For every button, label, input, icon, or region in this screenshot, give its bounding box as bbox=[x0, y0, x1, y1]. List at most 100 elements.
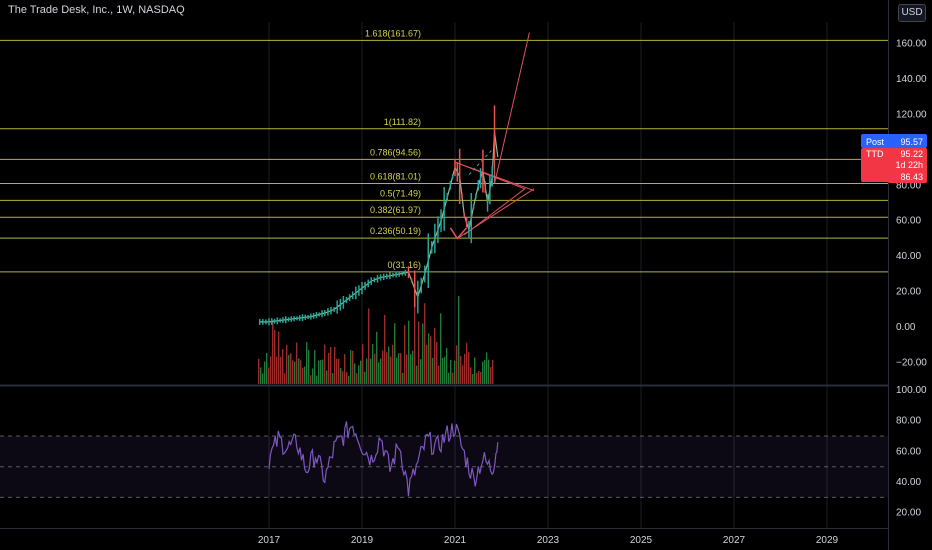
ttd-badge-label: TTD bbox=[866, 149, 884, 159]
volume-bar bbox=[348, 375, 350, 384]
volume-bar bbox=[326, 370, 328, 384]
post-badge: Post 95.57 bbox=[861, 134, 927, 148]
rsi-tick-label: 100.00 bbox=[896, 385, 927, 396]
volume-bar bbox=[304, 366, 306, 384]
volume-bar bbox=[372, 343, 374, 384]
post-badge-bg bbox=[861, 134, 927, 148]
volume-bar bbox=[362, 344, 364, 384]
volume-bar bbox=[384, 314, 386, 384]
price-tick-label: 140.00 bbox=[896, 74, 927, 85]
volume-bar bbox=[274, 329, 276, 384]
volume-bar bbox=[458, 296, 460, 384]
volume-bar bbox=[260, 367, 262, 384]
volume-bar bbox=[302, 367, 304, 384]
volume-bar bbox=[332, 373, 334, 384]
volume-bar bbox=[318, 360, 320, 384]
volume-bar bbox=[308, 349, 310, 384]
volume-bar bbox=[386, 352, 388, 384]
triangle-pattern-drawing bbox=[449, 32, 535, 240]
rsi-tick-label: 20.00 bbox=[896, 508, 921, 519]
volume-bar bbox=[480, 372, 482, 384]
volume-bar bbox=[448, 372, 450, 384]
volume-bar bbox=[456, 345, 458, 384]
price-tick-label: 120.00 bbox=[896, 109, 927, 120]
fib-level-label: 0.618(81.01) bbox=[370, 171, 421, 181]
volume-bar bbox=[452, 372, 454, 384]
currency-button[interactable]: USD bbox=[898, 4, 926, 22]
volume-bar bbox=[324, 344, 326, 384]
volume-bar bbox=[300, 360, 302, 384]
price-series bbox=[258, 105, 499, 326]
rsi-pane bbox=[0, 421, 888, 498]
volume-bar bbox=[382, 350, 384, 384]
volume-bar bbox=[462, 365, 464, 384]
volume-bar bbox=[484, 359, 486, 384]
volume-bar bbox=[488, 359, 490, 384]
volume-bar bbox=[330, 346, 332, 384]
volume-bar bbox=[354, 363, 356, 384]
lower-trendline bbox=[457, 188, 535, 239]
ttd-badge-value: 95.22 bbox=[900, 149, 923, 159]
rsi-axis[interactable]: 100.00 80.00 60.00 40.00 20.00 bbox=[896, 385, 927, 519]
volume-bar bbox=[278, 331, 280, 384]
volume-bar bbox=[478, 370, 480, 384]
volume-bar bbox=[440, 313, 442, 384]
vertical-grid bbox=[0, 0, 889, 550]
volume-bar bbox=[470, 367, 472, 384]
fib-level-label: 0(31.16) bbox=[387, 260, 421, 270]
down-arrow bbox=[449, 227, 468, 240]
volume-bar bbox=[336, 358, 338, 384]
price-tick-label: 60.00 bbox=[896, 216, 921, 227]
volume-bar bbox=[490, 367, 492, 384]
volume-bar bbox=[408, 320, 410, 384]
volume-bar bbox=[412, 350, 414, 384]
volume-bar bbox=[482, 361, 484, 384]
volume-bar bbox=[390, 356, 392, 384]
price-tick-label: 20.00 bbox=[896, 287, 921, 298]
volume-bar bbox=[312, 368, 314, 384]
volume-bar bbox=[310, 375, 312, 384]
volume-bar bbox=[406, 354, 408, 384]
volume-bar bbox=[414, 280, 416, 384]
volume-bar bbox=[418, 321, 420, 384]
volume-bar bbox=[374, 353, 376, 384]
volume-bar bbox=[322, 359, 324, 384]
volume-bar bbox=[268, 367, 270, 384]
volume-bar bbox=[290, 353, 292, 384]
fib-level-label: 0.236(50.19) bbox=[370, 226, 421, 236]
volume-bar bbox=[428, 333, 430, 384]
price-axis[interactable]: 160.00140.00120.00100.0080.0060.0040.002… bbox=[896, 38, 927, 368]
volume-bar bbox=[282, 348, 284, 384]
time-axis[interactable]: 2017 2019 2021 2023 2025 2027 2029 bbox=[258, 535, 839, 546]
volume-bar bbox=[426, 344, 428, 384]
volume-bar bbox=[400, 353, 402, 384]
fib-level-label: 0.382(61.97) bbox=[370, 205, 421, 215]
rsi-line bbox=[268, 421, 499, 497]
fib-level-label: 0.786(94.56) bbox=[370, 147, 421, 157]
countdown-label: 1d 22h bbox=[895, 160, 923, 170]
level-badge-bg bbox=[888, 171, 927, 183]
volume-bar bbox=[280, 356, 282, 384]
volume-bar bbox=[292, 360, 294, 384]
volume-bar bbox=[352, 350, 354, 384]
volume-bar bbox=[262, 373, 264, 384]
time-tick-label: 2029 bbox=[816, 535, 839, 546]
volume-bar bbox=[392, 344, 394, 384]
volume-bar bbox=[298, 358, 300, 384]
volume-bar bbox=[264, 361, 266, 384]
volume-bar bbox=[358, 365, 360, 384]
volume-bar bbox=[442, 357, 444, 384]
time-tick-label: 2023 bbox=[537, 535, 560, 546]
volume-bar bbox=[396, 357, 398, 384]
volume-bar bbox=[370, 358, 372, 384]
volume-bar bbox=[272, 320, 274, 384]
time-tick-label: 2017 bbox=[258, 535, 281, 546]
volume-bar bbox=[350, 350, 352, 384]
volume-bar bbox=[468, 352, 470, 384]
post-badge-label: Post bbox=[866, 137, 885, 147]
symbol-title: The Trade Desk, Inc., 1W, NASDAQ bbox=[8, 4, 185, 16]
volume-bar bbox=[316, 375, 318, 384]
volume-bars bbox=[258, 280, 494, 384]
